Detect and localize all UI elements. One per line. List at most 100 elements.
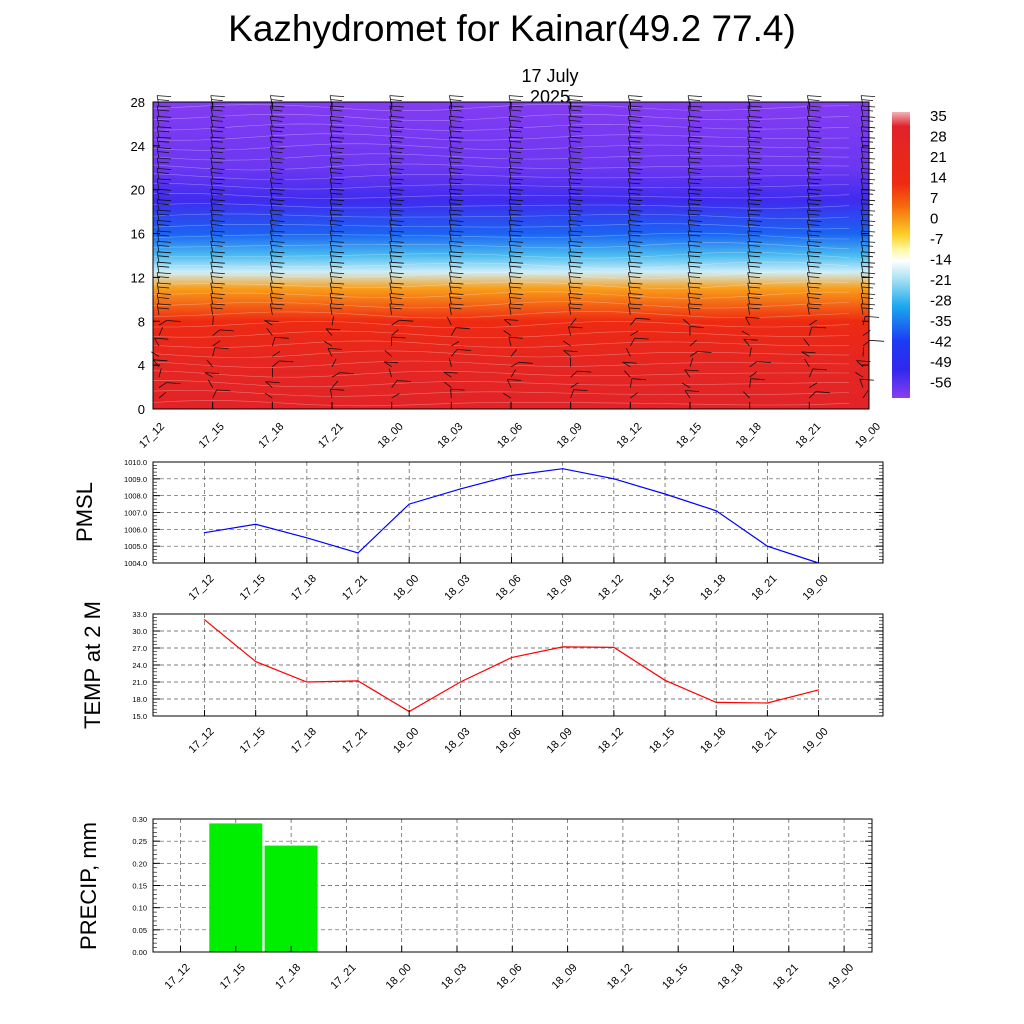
wind-barb-shaft <box>508 230 512 242</box>
heatmap-x-tick-label: 18_00 <box>376 421 406 451</box>
wind-barb-shaft <box>860 230 864 242</box>
wind-barb-flag <box>390 213 402 216</box>
wind-barb-flag <box>510 182 522 185</box>
wind-barb-flag <box>450 276 462 278</box>
wind-barb-flag <box>510 99 522 101</box>
wind-barb-flag <box>510 192 522 195</box>
wind-barb-flag <box>689 276 701 278</box>
wind-barb-shaft <box>329 178 333 190</box>
wind-barb-shaft <box>508 241 512 253</box>
wind-barb-shaft <box>687 241 691 253</box>
wind-barb-shaft <box>450 327 457 336</box>
wind-barb-shaft <box>684 369 691 378</box>
wind-barb-shaft <box>508 147 512 159</box>
wind-barb-shaft <box>389 282 393 294</box>
wind-barb-shaft <box>264 392 273 399</box>
p3-x-tick-label: 18_15 <box>660 962 690 992</box>
wind-barb-shaft <box>156 210 160 222</box>
wind-barb-flag <box>390 286 402 289</box>
wind-barb-flag <box>569 140 581 143</box>
pmsl-axis-label: PMSL <box>72 482 97 542</box>
wind-barb-flag <box>270 303 285 306</box>
wind-barb-flag <box>158 99 170 101</box>
wind-barb-flag <box>862 286 874 289</box>
heatmap-y-tick-label: 28 <box>131 95 145 110</box>
wind-barb-flag <box>862 265 874 268</box>
wind-barb-flag <box>449 272 464 274</box>
wind-barb-flag <box>568 241 583 243</box>
wind-barb-shaft <box>391 319 400 326</box>
wind-barb-flag <box>510 245 522 247</box>
heatmap-x-tick-label: 18_03 <box>435 421 465 451</box>
wind-barb-flag <box>157 209 172 212</box>
wind-barb-flag <box>629 307 641 310</box>
wind-barb-flag <box>688 230 703 233</box>
wind-barb-shaft <box>449 241 452 253</box>
wind-barb-flag <box>211 255 223 258</box>
wind-barb-shaft <box>747 303 751 315</box>
wind-barb-flag <box>688 95 703 97</box>
wind-barb-shaft <box>856 360 864 368</box>
wind-barb-flag <box>330 136 345 139</box>
p2-y-tick-label: 15.0 <box>132 712 147 721</box>
wind-barb-flag <box>628 188 643 191</box>
wind-barb-shaft <box>449 178 452 190</box>
wind-barb-flag <box>450 130 462 133</box>
wind-barb-flag <box>331 151 343 153</box>
wind-barb-flag <box>216 389 231 392</box>
precip-axis-label: PRECIP, mm <box>76 822 101 950</box>
wind-barb-flag <box>509 95 524 97</box>
wind-barb-shaft <box>329 137 333 149</box>
wind-barb-flag <box>509 168 524 170</box>
wind-barb-flag <box>157 261 172 264</box>
wind-barb-shaft <box>807 303 810 315</box>
wind-barb-flag <box>157 230 172 233</box>
wind-barb-flag <box>807 126 822 129</box>
wind-barb-shaft <box>508 126 512 138</box>
wind-barb-shaft <box>687 137 691 149</box>
wind-barb-shaft <box>568 251 572 263</box>
wind-barb-flag <box>808 234 820 237</box>
wind-barb-flag <box>747 209 762 212</box>
heatmap-x-tick-label: 18_15 <box>674 421 704 451</box>
wind-barb-flag <box>629 234 641 237</box>
wind-barb-flag <box>684 369 699 372</box>
wind-barb-flag <box>862 161 874 164</box>
wind-barb-shaft <box>860 189 864 201</box>
wind-barb-shaft <box>749 371 758 378</box>
wind-barb-flag <box>861 303 876 306</box>
wind-barb-flag <box>391 336 406 339</box>
wind-barb-shaft <box>687 272 691 284</box>
wind-barb-flag <box>390 297 402 299</box>
wind-barb-flag <box>569 213 581 216</box>
wind-barb-shaft <box>210 168 214 180</box>
wind-barb-shaft <box>329 251 333 263</box>
wind-barb-flag <box>808 109 820 112</box>
wind-barb-shaft <box>687 251 691 263</box>
wind-barb-shaft <box>270 220 273 232</box>
wind-barb-flag <box>689 255 701 258</box>
wind-barb-flag <box>748 234 760 237</box>
wind-barb-flag <box>568 230 583 233</box>
heatmap-contour-line <box>152 321 850 329</box>
wind-barb-flag <box>629 161 641 164</box>
wind-barb-flag <box>628 199 643 202</box>
wind-barb-shaft <box>568 326 572 336</box>
wind-barb-flag <box>629 224 641 226</box>
wind-barb-shaft <box>807 137 810 149</box>
wind-barb-flag <box>390 182 402 185</box>
heatmap-contour-line <box>152 192 850 199</box>
wind-barb-flag <box>688 251 703 254</box>
wind-barb-flag <box>808 161 820 164</box>
wind-barb-shaft <box>860 220 864 232</box>
wind-barb-flag <box>330 188 345 191</box>
wind-barb-flag <box>509 272 524 274</box>
wind-barb-flag <box>509 220 524 222</box>
wind-barb-shaft <box>389 137 393 149</box>
wind-barb-shaft <box>210 282 214 294</box>
wind-barb-shaft <box>747 157 751 169</box>
wind-barb-flag <box>747 293 762 295</box>
wind-barb-shaft <box>804 358 810 367</box>
heatmap-y-tick-label: 8 <box>138 314 145 329</box>
